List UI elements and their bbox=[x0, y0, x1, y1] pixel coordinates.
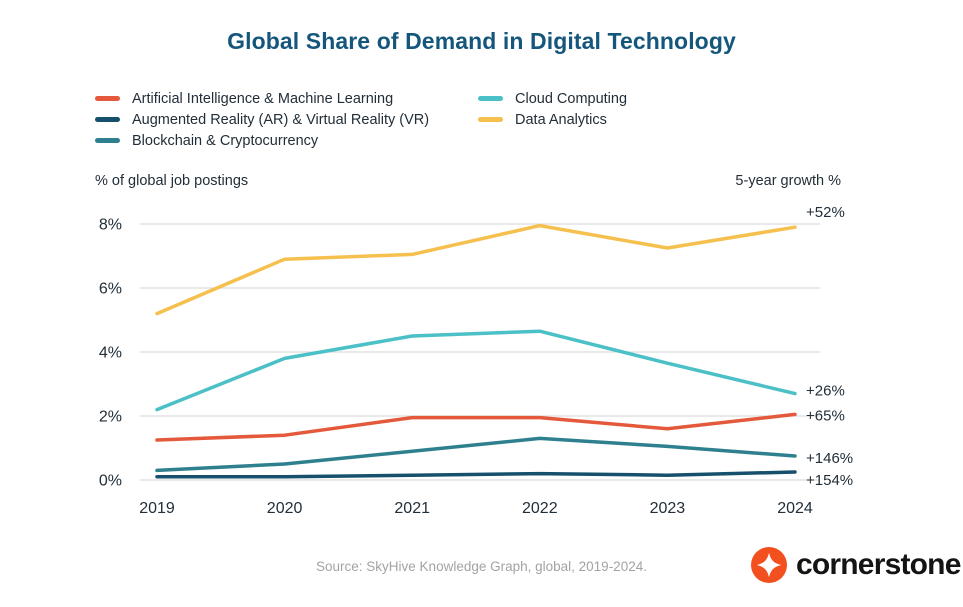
series-line-data-analytics bbox=[155, 223, 797, 316]
legend-column-left: Artificial Intelligence & Machine Learni… bbox=[95, 88, 429, 151]
growth-annotation: +146% bbox=[806, 450, 853, 467]
legend-item-label: Data Analytics bbox=[515, 111, 607, 128]
legend-item-label: Artificial Intelligence & Machine Learni… bbox=[132, 90, 394, 107]
legend-swatch bbox=[478, 117, 503, 122]
legend-item: Data Analytics bbox=[478, 109, 627, 130]
x-tick-label: 2023 bbox=[650, 500, 686, 517]
legend-swatch bbox=[95, 117, 120, 122]
growth-axis-caption: 5-year growth % bbox=[735, 173, 841, 189]
legend-column-right: Cloud Computing Data Analytics bbox=[478, 88, 627, 130]
line-chart: 0% 2% 4% 6% 8% 2019 2020 2021 2022 2023 2024 +65% +1… bbox=[99, 204, 853, 517]
cornerstone-logo: cornerstone bbox=[745, 547, 961, 583]
legend-item: Blockchain & Cryptocurrency bbox=[95, 130, 429, 151]
series-line-artificial-intelligence-machine-learning bbox=[155, 412, 797, 442]
x-tick-label: 2019 bbox=[139, 500, 175, 517]
x-tick-label: 2020 bbox=[267, 500, 303, 517]
page-title: Global Share of Demand in Digital Techno… bbox=[227, 28, 736, 54]
growth-annotation: +52% bbox=[806, 204, 845, 221]
series-line-cloud-computing bbox=[155, 329, 797, 412]
legend-item: Augmented Reality (AR) & Virtual Reality… bbox=[95, 109, 429, 130]
legend-item: Cloud Computing bbox=[478, 88, 627, 109]
y-axis-caption: % of global job postings bbox=[95, 173, 249, 189]
growth-annotation: +154% bbox=[806, 472, 853, 489]
legend-swatch bbox=[95, 138, 120, 143]
cornerstone-logo-text: cornerstone bbox=[796, 548, 961, 581]
legend-swatch bbox=[95, 96, 120, 101]
y-tick-label: 2% bbox=[99, 409, 122, 426]
legend-item-label: Blockchain & Cryptocurrency bbox=[132, 132, 319, 149]
legend-item-label: Cloud Computing bbox=[515, 90, 628, 107]
series-line-augmented-reality-ar-virtual-reality-vr bbox=[155, 470, 797, 479]
x-tick-label: 2022 bbox=[522, 500, 558, 517]
y-tick-label: 8% bbox=[99, 217, 122, 234]
series-line-blockchain-cryptocurrency bbox=[155, 436, 797, 473]
growth-annotation: +65% bbox=[806, 407, 845, 424]
legend-item-label: Augmented Reality (AR) & Virtual Reality… bbox=[132, 111, 430, 128]
x-tick-label: 2021 bbox=[394, 500, 430, 517]
growth-annotation: +26% bbox=[806, 383, 845, 400]
sparkle-star-icon bbox=[751, 547, 787, 583]
source-note: Source: SkyHive Knowledge Graph, global,… bbox=[316, 559, 647, 574]
x-tick-label: 2024 bbox=[777, 500, 813, 517]
legend-item: Artificial Intelligence & Machine Learni… bbox=[95, 88, 429, 109]
legend-swatch bbox=[478, 96, 503, 101]
y-tick-label: 0% bbox=[99, 473, 122, 490]
y-tick-label: 6% bbox=[99, 281, 122, 298]
y-tick-label: 4% bbox=[99, 345, 122, 362]
